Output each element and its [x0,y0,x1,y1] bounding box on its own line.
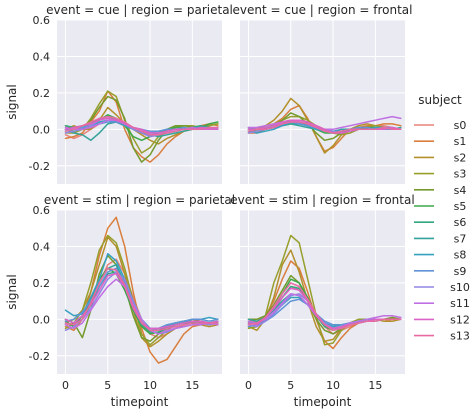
panel-title: event = stim | region = frontal [230,193,414,207]
series-line-s13 [247,282,402,332]
x-tick-label: 15 [368,379,382,392]
panel-background [57,20,222,184]
legend-label-s4: s4 [454,184,467,197]
x-tick-label: 10 [143,379,157,392]
legend-label-s3: s3 [454,168,467,181]
y-tick-label: -0.2 [29,160,50,173]
x-axis-label: timepoint [294,395,352,409]
series-line-s3 [64,90,219,154]
legend-label-s11: s11 [450,297,470,310]
y-tick-label: 0.0 [33,123,51,136]
x-tick-label: 10 [326,379,340,392]
series-line-s11 [64,278,219,335]
legend-label-s5: s5 [454,200,467,213]
legend-label-s1: s1 [454,135,467,148]
y-axis-label: signal [5,84,19,120]
y-tick-label: 0.4 [33,240,51,253]
legend-label-s6: s6 [454,216,467,229]
panel-background [240,210,405,374]
panel-title: event = cue | region = parietal [46,3,233,17]
y-axis-label: signal [5,274,19,310]
series-line-s13 [64,267,219,332]
x-axis-label: timepoint [111,395,169,409]
legend-label-s2: s2 [454,151,467,164]
series-line-s13 [247,121,402,134]
y-tick-label: 0.6 [33,204,51,217]
y-tick-label: 0.4 [33,50,51,63]
x-tick-label: 5 [104,379,111,392]
legend-label-s13: s13 [450,330,470,343]
legend-title: subject [418,93,462,107]
y-tick-label: 0.6 [33,14,51,27]
panel-background [57,210,222,374]
x-tick-label: 0 [62,379,69,392]
y-tick-label: 0.2 [33,277,51,290]
x-tick-label: 5 [287,379,294,392]
panel-background [240,20,405,184]
legend-label-s12: s12 [450,313,470,326]
panel-title: event = cue | region = frontal [233,3,413,17]
legend-label-s0: s0 [454,119,467,132]
legend-label-s10: s10 [450,281,470,294]
legend-label-s8: s8 [454,249,467,262]
legend-label-s7: s7 [454,232,467,245]
y-tick-label: -0.2 [29,350,50,363]
y-tick-label: 0.0 [33,313,51,326]
y-tick-label: 0.2 [33,87,51,100]
series-line-s13 [64,115,219,136]
panel-title: event = stim | region = parietal [44,193,235,207]
x-tick-label: 15 [185,379,199,392]
legend-label-s9: s9 [454,265,467,278]
x-tick-label: 0 [245,379,252,392]
